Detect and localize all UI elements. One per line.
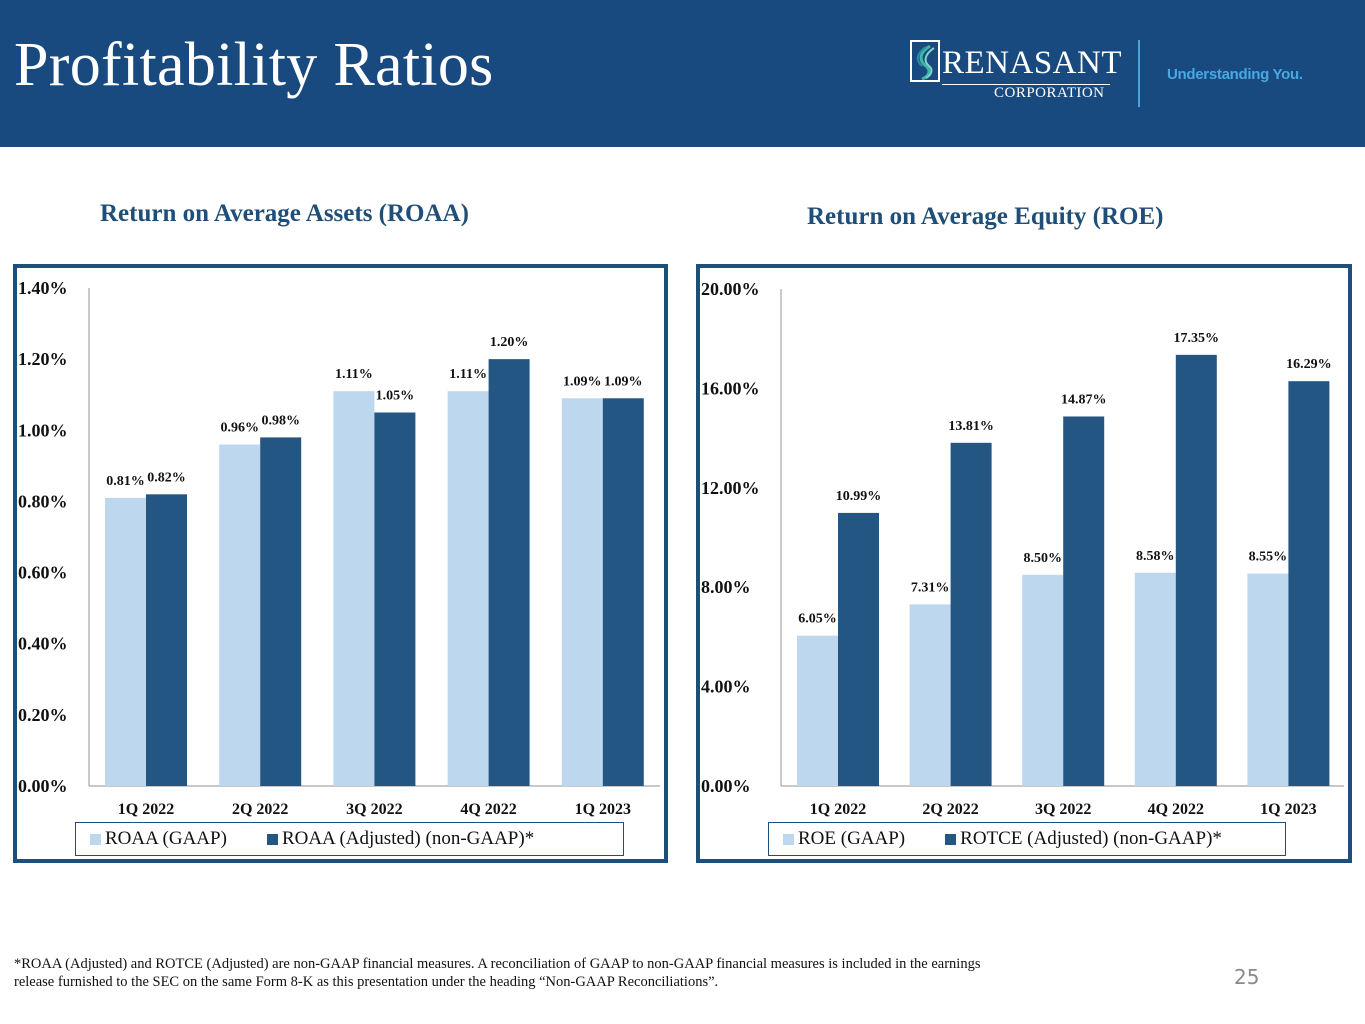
- roe-chart-title: Return on Average Equity (ROE): [807, 203, 1164, 230]
- bar-gaap: [333, 391, 375, 786]
- data-label: 1.09%: [604, 374, 643, 389]
- x-category-label: 4Q 2022: [1148, 801, 1204, 818]
- y-tick-label: 0.60%: [18, 563, 68, 583]
- roe-legend: ROE (GAAP) ROTCE (Adjusted) (non-GAAP)*: [768, 822, 1286, 856]
- y-tick-label: 12.00%: [701, 478, 760, 498]
- bar-adjusted: [1063, 416, 1105, 786]
- data-label: 0.82%: [147, 470, 186, 485]
- roe-chart-panel: 0.00% 4.00% 8.00% 12.00% 16.00% 20.00% 6.05% 10…: [696, 264, 1352, 863]
- data-label: 8.58%: [1136, 549, 1175, 564]
- data-label: 16.29%: [1286, 357, 1332, 372]
- data-label: 14.87%: [1061, 392, 1107, 407]
- bar-gaap: [1134, 572, 1176, 786]
- legend-swatch-light: [90, 833, 101, 845]
- data-label: 8.50%: [1023, 551, 1061, 566]
- roaa-chart: 0.00% 0.20% 0.40% 0.60% 0.80% 1.00% 1.20% 1.40%…: [18, 278, 660, 818]
- data-label: 8.55%: [1249, 550, 1288, 565]
- data-label: 0.81%: [106, 474, 145, 489]
- y-tick-label: 0.20%: [18, 705, 68, 725]
- x-category-label: 3Q 2022: [346, 801, 402, 818]
- bar-adjusted: [1175, 354, 1217, 786]
- footnote-line-2: release furnished to the SEC on the same…: [14, 974, 719, 990]
- logo-emblem-icon: [910, 40, 940, 82]
- y-tick-label: 4.00%: [701, 677, 751, 697]
- legend-item-roaa-gaap: ROAA (GAAP): [90, 828, 227, 850]
- bar-adjusted: [950, 442, 992, 786]
- bar-adjusted: [260, 437, 302, 786]
- logo-name: RENASANT: [942, 45, 1123, 81]
- roe-chart: 0.00% 4.00% 8.00% 12.00% 16.00% 20.00% 6.05% 10…: [701, 279, 1344, 818]
- page-number: 25: [1234, 965, 1260, 989]
- data-label: 6.05%: [798, 612, 837, 627]
- tagline: Understanding You.: [1167, 66, 1303, 83]
- bar-gaap: [447, 391, 489, 786]
- data-label: 1.05%: [376, 389, 415, 404]
- x-category-label: 2Q 2022: [232, 801, 288, 818]
- company-logo: RENASANT CORPORATION: [910, 40, 1123, 106]
- data-label: 1.20%: [490, 335, 529, 350]
- data-label: 13.81%: [948, 419, 994, 434]
- bar-gaap: [797, 635, 838, 786]
- bar-adjusted: [146, 494, 187, 786]
- y-tick-label: 20.00%: [701, 279, 760, 299]
- y-tick-label: 1.40%: [18, 278, 68, 298]
- legend-label: ROAA (Adjusted) (non-GAAP)*: [281, 828, 535, 849]
- data-label: 1.09%: [563, 374, 602, 389]
- data-label: 17.35%: [1174, 331, 1220, 346]
- logo-rule: [942, 84, 1110, 85]
- bar-adjusted: [1288, 381, 1330, 786]
- bar-gaap: [219, 444, 261, 786]
- data-label: 0.98%: [261, 413, 300, 428]
- data-label: 1.11%: [449, 367, 487, 382]
- y-tick-label: 16.00%: [701, 378, 760, 398]
- bar-adjusted: [838, 512, 879, 786]
- x-category-label: 1Q 2023: [575, 801, 631, 818]
- data-label: 7.31%: [911, 580, 950, 595]
- bar-adjusted: [602, 398, 644, 786]
- bar-adjusted: [488, 359, 530, 786]
- y-tick-label: 1.00%: [18, 420, 68, 440]
- footnote: *ROAA (Adjusted) and ROTCE (Adjusted) ar…: [14, 955, 1144, 991]
- legend-item-roe-gaap: ROE (GAAP): [783, 828, 905, 850]
- logo-subtitle: CORPORATION: [994, 85, 1105, 101]
- legend-label: ROTCE (Adjusted) (non-GAAP)*: [960, 828, 1222, 849]
- roaa-chart-title: Return on Average Assets (ROAA): [100, 200, 469, 227]
- legend-item-rotce-adjusted: ROTCE (Adjusted) (non-GAAP)*: [945, 828, 1222, 850]
- x-category-label: 1Q 2022: [810, 801, 866, 818]
- header-divider: [1138, 40, 1140, 107]
- y-tick-label: 8.00%: [701, 577, 751, 597]
- y-tick-label: 0.80%: [18, 491, 68, 511]
- x-category-label: 1Q 2022: [118, 801, 174, 818]
- legend-swatch-dark: [266, 833, 278, 845]
- data-label: 1.11%: [335, 367, 373, 382]
- footnote-line-1: *ROAA (Adjusted) and ROTCE (Adjusted) ar…: [14, 956, 981, 972]
- bar-gaap: [1022, 574, 1064, 786]
- bar-gaap: [1247, 573, 1289, 786]
- bar-adjusted: [374, 412, 416, 786]
- x-category-label: 4Q 2022: [460, 801, 516, 818]
- header-banner: Profitability Ratios RENASANT CORPORATIO…: [0, 0, 1365, 147]
- data-label: 10.99%: [836, 489, 882, 504]
- y-tick-label: 0.00%: [701, 776, 751, 796]
- y-tick-label: 0.00%: [18, 776, 68, 796]
- roaa-chart-panel: 0.00% 0.20% 0.40% 0.60% 0.80% 1.00% 1.20% 1.40%…: [13, 264, 668, 863]
- legend-item-roaa-adjusted: ROAA (Adjusted) (non-GAAP)*: [266, 828, 535, 850]
- page-title: Profitability Ratios: [14, 31, 494, 99]
- legend-label: ROE (GAAP): [798, 828, 906, 849]
- bar-gaap: [561, 398, 603, 786]
- roaa-legend: ROAA (GAAP) ROAA (Adjusted) (non-GAAP)*: [75, 822, 624, 856]
- y-tick-label: 0.40%: [18, 634, 68, 654]
- legend-swatch-dark: [945, 833, 957, 845]
- bar-gaap: [105, 497, 146, 786]
- x-category-label: 1Q 2023: [1260, 801, 1316, 818]
- bar-gaap: [909, 604, 951, 786]
- y-tick-label: 1.20%: [18, 349, 68, 369]
- x-category-label: 3Q 2022: [1035, 801, 1091, 818]
- data-label: 0.96%: [220, 421, 259, 436]
- legend-swatch-light: [783, 833, 794, 845]
- legend-label: ROAA (GAAP): [105, 828, 227, 849]
- x-category-label: 2Q 2022: [922, 801, 978, 818]
